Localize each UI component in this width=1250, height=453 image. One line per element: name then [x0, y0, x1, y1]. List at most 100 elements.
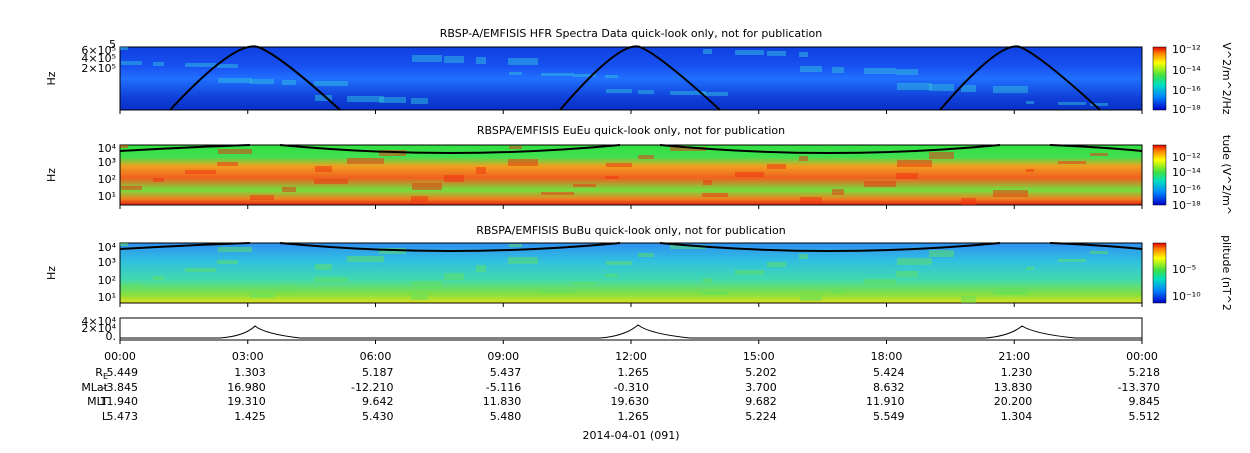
ephemeris-value: 3.700 — [745, 381, 777, 394]
spectrogram-texture — [185, 268, 216, 272]
spectrogram-texture — [217, 260, 238, 264]
spectrogram-texture — [476, 167, 486, 174]
spectrogram-texture — [217, 64, 238, 68]
spectrogram-texture — [412, 281, 442, 288]
ephemeris-value: 13.830 — [994, 381, 1033, 394]
ephemeris-value: 1.230 — [1001, 366, 1033, 379]
y-tick-label: 0. — [106, 330, 117, 343]
spectrogram-texture — [282, 80, 296, 85]
spectrogram-texture — [864, 68, 896, 74]
date-label: 2014-04-01 (091) — [582, 429, 679, 442]
spectrogram-texture — [993, 190, 1028, 197]
spectrogram-texture — [735, 50, 764, 55]
ephemeris-value: -0.310 — [614, 381, 649, 394]
ephemeris-value: 19.310 — [227, 395, 266, 408]
spectrogram-texture — [153, 276, 164, 280]
row-label-text: L — [102, 410, 109, 423]
colorbar-tick-label: 10⁻¹⁸ — [1172, 103, 1201, 116]
colorbar-tick-label: 10⁻¹² — [1172, 43, 1201, 56]
ephemeris-value: 5.187 — [362, 366, 394, 379]
y-tick-label: 10¹ — [98, 291, 116, 304]
colorbar — [1152, 46, 1167, 111]
envelope-curve — [119, 242, 1143, 252]
spectrogram-texture — [703, 180, 712, 185]
spectrogram-texture — [476, 265, 486, 272]
ephemeris-value: 5.437 — [490, 366, 522, 379]
spectrogram-texture — [961, 198, 976, 205]
spectrogram-texture — [703, 49, 712, 54]
spectrogram-texture — [638, 253, 654, 257]
orbit-curve — [120, 324, 1142, 339]
colorbar — [1152, 144, 1167, 206]
row-label-text: MLT — [87, 395, 108, 408]
spectrogram-texture — [800, 66, 822, 72]
ephemeris-value: -13.370 — [1118, 381, 1160, 394]
spectrogram-texture — [282, 187, 296, 192]
colorbar-tick-label: 10⁻¹⁶ — [1172, 84, 1201, 97]
colorbar-tick-label: 10⁻⁵ — [1172, 263, 1196, 276]
spectrogram-texture — [315, 166, 332, 172]
spectrogram — [119, 242, 1143, 304]
spectrogram-texture — [799, 254, 808, 259]
colorbar-tick-label: 10⁻¹⁸ — [1172, 199, 1201, 212]
spectrogram-texture — [800, 197, 822, 203]
spectrogram-texture — [508, 257, 538, 264]
ephemeris-value: 1.303 — [234, 366, 266, 379]
spectrogram-texture — [605, 274, 618, 277]
ephemeris-value: 9.682 — [745, 395, 777, 408]
spectrogram-texture — [541, 290, 574, 293]
spectrogram-texture — [606, 163, 632, 167]
ephemeris-value: 19.630 — [611, 395, 650, 408]
spectrogram-texture — [411, 98, 428, 104]
ephemeris-value: -5.116 — [486, 381, 521, 394]
spectrogram-texture — [509, 72, 522, 75]
spectrogram-texture — [314, 277, 348, 282]
x-tick-label: 03:00 — [232, 350, 264, 363]
colorbar-label: plitude (nT^2 — [1220, 235, 1233, 311]
spectrogram-texture — [896, 173, 918, 179]
ephemeris-value: 5.473 — [107, 410, 139, 423]
ephemeris-value: 5.430 — [362, 410, 394, 423]
y-tick-label: 10² — [98, 173, 116, 186]
y-tick-label: 10⁴ — [98, 241, 117, 254]
spectrogram-texture — [315, 95, 332, 101]
y-tick-label: 5 — [109, 38, 116, 51]
spectrogram-texture — [509, 244, 522, 247]
panel-title: RBSPA/EMFISIS BuBu quick-look only, not … — [476, 224, 786, 237]
y-axis-label: Hz — [45, 266, 58, 280]
spectrogram-texture — [411, 196, 428, 202]
y-tick-label: 4×10⁵ — [81, 52, 116, 65]
spectrogram-texture — [444, 56, 464, 63]
spectrogram-texture — [476, 57, 486, 64]
spectrogram-texture — [1090, 103, 1108, 106]
spectrogram-texture — [1058, 102, 1086, 105]
spectrogram-texture — [832, 67, 844, 73]
spectrogram-texture — [509, 146, 522, 149]
ephemeris-value: 9.642 — [362, 395, 394, 408]
orbit-panel — [119, 317, 1143, 341]
x-tick-label: 18:00 — [871, 350, 903, 363]
spectrogram-texture — [670, 147, 706, 151]
colorbar-label: V^2/m^2/Hz — [1220, 42, 1233, 114]
y-tick-label: 4×10⁴ — [81, 315, 116, 328]
spectrogram-texture — [120, 47, 128, 50]
spectrogram-texture — [1090, 153, 1108, 156]
ephemeris-value: -3.845 — [103, 381, 138, 394]
spectrogram-texture — [412, 183, 442, 190]
spectrogram-texture — [864, 279, 896, 285]
spectrogram-texture — [929, 84, 954, 91]
spectrogram-texture — [120, 145, 128, 148]
spectrogram-texture — [799, 156, 808, 161]
spectrogram-texture — [573, 282, 596, 285]
spectrogram-texture — [897, 258, 932, 265]
ephemeris-value: 5.512 — [1129, 410, 1161, 423]
row-label-text: R — [95, 366, 103, 379]
spectrogram — [119, 46, 1143, 111]
y-tick-label: 2×10⁴ — [81, 322, 116, 335]
spectrogram-texture — [606, 89, 632, 93]
spectrogram-texture — [897, 83, 932, 90]
panel-title: RBSP-A/EMFISIS HFR Spectra Data quick-lo… — [440, 27, 823, 40]
spectrogram-texture — [250, 195, 274, 200]
spectrogram-texture — [315, 264, 332, 270]
spectrogram-texture — [702, 291, 728, 295]
